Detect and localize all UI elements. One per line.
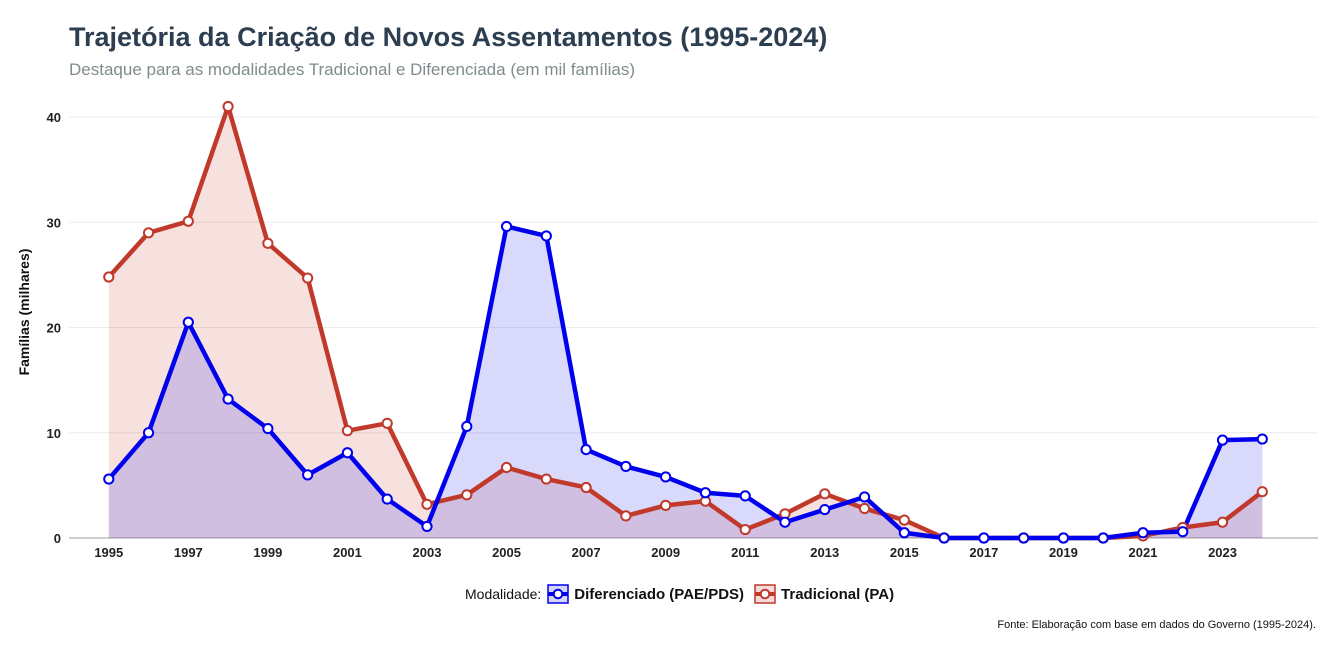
chart-title: Trajetória da Criação de Novos Assentame…	[69, 22, 828, 52]
point-diferenciado-1997	[182, 316, 194, 328]
point-tradicional-2009	[660, 499, 672, 511]
x-tick-label-2003: 2003	[413, 545, 442, 560]
point-tradicional-2011	[739, 523, 751, 536]
point-diferenciado-1998	[222, 393, 234, 405]
point-tradicional-2003	[421, 498, 433, 510]
point-tradicional-1998	[222, 100, 234, 113]
point-diferenciado-2006	[540, 230, 552, 242]
point-diferenciado-2004	[461, 420, 473, 433]
x-tick-label-2021: 2021	[1129, 545, 1158, 560]
point-diferenciado-2007	[580, 444, 592, 456]
point-diferenciado-2003	[421, 520, 433, 533]
point-diferenciado-2009	[660, 471, 672, 483]
point-diferenciado-2000	[302, 469, 314, 481]
point-diferenciado-2005	[500, 220, 513, 233]
point-tradicional-2015	[898, 514, 910, 526]
point-diferenciado-2016	[938, 532, 950, 544]
x-tick-label-2007: 2007	[572, 545, 601, 560]
point-tradicional-2006	[540, 473, 552, 485]
point-tradicional-2004	[461, 489, 473, 501]
legend: Modalidade: Diferenciado (PAE/PDS) Tradi…	[465, 583, 904, 605]
point-tradicional-2023	[1216, 516, 1229, 528]
point-diferenciado-2022	[1177, 526, 1189, 538]
point-tradicional-2007	[580, 481, 592, 494]
point-diferenciado-1999	[262, 422, 274, 435]
point-tradicional-2014	[858, 502, 871, 515]
point-diferenciado-2018	[1018, 532, 1030, 544]
point-tradicional-2005	[500, 461, 513, 474]
point-diferenciado-2008	[620, 460, 632, 473]
point-tradicional-2024	[1256, 486, 1268, 498]
chart-subtitle: Destaque para as modalidades Tradicional…	[69, 60, 635, 79]
point-diferenciado-2014	[858, 491, 871, 503]
x-tick-label-2005: 2005	[492, 545, 521, 560]
x-tick-label-2017: 2017	[969, 545, 998, 560]
legend-item-tradicional[interactable]: Tradicional (PA)	[754, 584, 894, 604]
legend-key-diferenciado-icon	[547, 584, 570, 604]
point-tradicional-1996	[142, 227, 155, 239]
point-tradicional-2008	[620, 510, 632, 522]
x-tick-label-2019: 2019	[1049, 545, 1078, 560]
x-tick-label-1999: 1999	[253, 545, 282, 560]
point-diferenciado-2023	[1216, 434, 1229, 446]
legend-title: Modalidade:	[465, 586, 542, 602]
point-tradicional-1995	[103, 271, 115, 283]
point-diferenciado-2010	[699, 487, 712, 499]
point-tradicional-2000	[302, 272, 314, 284]
x-tick-label-2009: 2009	[651, 545, 680, 560]
x-tick-label-1995: 1995	[94, 545, 123, 560]
y-tick-label-30: 30	[47, 215, 61, 230]
point-diferenciado-2020	[1097, 532, 1109, 544]
y-tick-label-40: 40	[47, 110, 61, 125]
y-tick-label-20: 20	[47, 321, 61, 336]
point-diferenciado-2001	[341, 447, 354, 459]
point-diferenciado-2012	[779, 516, 791, 528]
legend-key-tradicional-icon	[754, 584, 776, 604]
line-diferenciado	[106, 224, 1265, 541]
point-tradicional-1999	[262, 237, 274, 249]
x-tick-label-2015: 2015	[890, 545, 919, 560]
area-diferenciado	[108, 226, 1263, 538]
x-tick-label-1997: 1997	[174, 545, 203, 560]
x-tick-label-2013: 2013	[810, 545, 839, 560]
point-diferenciado-1996	[142, 427, 155, 439]
point-tradicional-2013	[819, 488, 831, 500]
point-diferenciado-2011	[739, 490, 751, 502]
y-tick-label-0: 0	[54, 531, 61, 546]
x-tick-label-2023: 2023	[1208, 545, 1237, 560]
point-tradicional-2002	[381, 417, 393, 429]
legend-label-tradicional: Tradicional (PA)	[781, 585, 895, 603]
legend-item-diferenciado[interactable]: Diferenciado (PAE/PDS)	[547, 584, 744, 604]
x-tick-label-2011: 2011	[731, 545, 759, 560]
area-tradicional	[108, 106, 1263, 539]
point-diferenciado-2015	[898, 527, 910, 539]
point-diferenciado-2019	[1057, 532, 1070, 544]
point-tradicional-2001	[341, 425, 354, 437]
point-diferenciado-1995	[103, 473, 115, 485]
x-tick-label-2001: 2001	[333, 545, 362, 560]
source-caption: Fonte: Elaboração com base em dados do G…	[997, 619, 1316, 631]
point-diferenciado-2002	[381, 493, 393, 505]
point-diferenciado-2013	[819, 503, 831, 516]
y-tick-label-10: 10	[47, 426, 61, 441]
legend-label-diferenciado: Diferenciado (PAE/PDS)	[574, 585, 745, 603]
point-tradicional-1997	[182, 215, 194, 227]
point-diferenciado-2024	[1256, 433, 1268, 445]
point-diferenciado-2017	[978, 532, 990, 544]
point-diferenciado-2021	[1137, 527, 1149, 539]
